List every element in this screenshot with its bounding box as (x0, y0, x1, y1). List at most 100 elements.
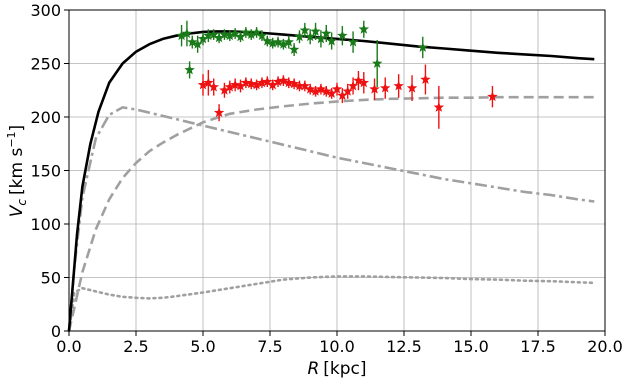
y-tick-label: 50 (41, 269, 61, 288)
x-tick-label: 15.0 (453, 337, 489, 356)
green-point-star (224, 30, 236, 41)
green-point-star (192, 38, 203, 49)
red-point-star (213, 107, 225, 118)
green-point-star (187, 36, 198, 47)
green-point-star (267, 37, 278, 48)
green-point-star (213, 32, 225, 43)
red-point-star (406, 82, 418, 93)
green-point-star (371, 58, 383, 68)
green-point-star (235, 31, 246, 42)
red-point-star (433, 101, 445, 112)
red-point-star (337, 90, 348, 101)
red-point-star (310, 85, 321, 96)
red-point-star (262, 76, 273, 87)
red-point-star (251, 79, 262, 90)
red-point-star (321, 85, 332, 96)
green-point-star (262, 35, 273, 46)
red-point-star (235, 80, 246, 91)
green-point-star (176, 30, 187, 41)
red-point-star (331, 83, 343, 94)
y-axis-ticks: 0 50 100 150 200 250 300 (30, 1, 69, 341)
x-tick-label: 17.5 (520, 337, 556, 356)
red-data-points (197, 64, 498, 129)
green-point-star (321, 28, 332, 38)
red-point-star (326, 87, 337, 98)
green-point-star (288, 44, 300, 55)
red-point-star (224, 81, 236, 92)
x-axis-label: R [kpc] (307, 359, 366, 379)
x-axis-label-var: R (307, 359, 319, 379)
green-point-star (283, 36, 294, 47)
red-point-star (347, 80, 359, 91)
green-point-star (219, 29, 230, 40)
green-point-star (417, 41, 428, 52)
red-point-star (315, 83, 327, 94)
model-curves (67, 30, 596, 333)
green-point-star (358, 23, 370, 34)
red-point-star (229, 79, 241, 90)
green-point-star (229, 28, 241, 38)
y-axis-label-close: ] (7, 125, 27, 132)
green-data-points (176, 20, 428, 88)
red-point-star (380, 82, 391, 93)
green-point-star (299, 24, 311, 35)
y-axis-label-var: V (7, 204, 27, 217)
x-tick-label: 2.5 (123, 337, 148, 356)
red-point-star (283, 77, 294, 88)
y-tick-label: 250 (30, 55, 61, 74)
red-point-star (219, 84, 230, 95)
x-tick-label: 10.0 (319, 337, 355, 356)
red-point-star (240, 77, 252, 88)
y-axis-label-unit: [km s (7, 148, 27, 195)
green-point-star (181, 28, 193, 38)
y-tick-label: 200 (30, 108, 61, 127)
red-point-star (304, 83, 316, 94)
green-point-star (315, 33, 327, 44)
green-point-star (337, 30, 348, 41)
green-point-star (294, 31, 305, 42)
red-point-star (420, 74, 431, 84)
red-point-star (299, 80, 311, 91)
dashdot-curve (67, 106, 595, 332)
x-axis-ticks: 0.0 2.5 5.0 7.5 10.0 12.5 15.0 17.5 20.0 (56, 331, 623, 356)
red-point-star (267, 79, 278, 90)
green-point-star (184, 64, 195, 75)
green-point-star (278, 38, 289, 49)
green-point-star (240, 26, 252, 37)
green-point-star (203, 30, 214, 41)
green-point-star (310, 25, 321, 36)
red-point-star (353, 75, 364, 86)
green-point-star (246, 29, 257, 40)
dashed-curve (67, 95, 595, 332)
dotted-curve (67, 275, 596, 333)
x-tick-label: 5.0 (190, 337, 215, 356)
y-tick-label: 300 (30, 1, 61, 20)
red-point-star (342, 85, 353, 96)
y-axis-label-sub: c (15, 199, 29, 206)
red-point-star (358, 77, 370, 88)
red-point-star (288, 78, 300, 89)
red-point-star (246, 78, 257, 89)
y-tick-label: 0 (51, 322, 61, 341)
y-tick-label: 100 (30, 215, 61, 234)
y-axis-label: Vc [km s−1] (5, 125, 29, 217)
x-tick-label: 0.0 (56, 337, 81, 356)
red-point-star (272, 76, 284, 87)
green-point-star (304, 31, 316, 42)
red-point-star (203, 77, 214, 88)
red-point-star (208, 81, 219, 92)
grid-lines (68, 9, 606, 332)
red-point-star (487, 91, 498, 102)
green-point-star (251, 26, 262, 37)
x-axis-label-unit: [kpc] (323, 359, 366, 379)
y-axis-label-sup: −1 (5, 131, 18, 147)
green-point-star (208, 29, 219, 40)
x-tick-label: 7.5 (257, 337, 282, 356)
red-point-star (197, 79, 209, 90)
red-point-star (393, 80, 404, 91)
green-point-star (272, 36, 284, 47)
red-point-star (278, 75, 289, 86)
red-point-star (256, 77, 268, 88)
green-point-star (197, 33, 209, 44)
